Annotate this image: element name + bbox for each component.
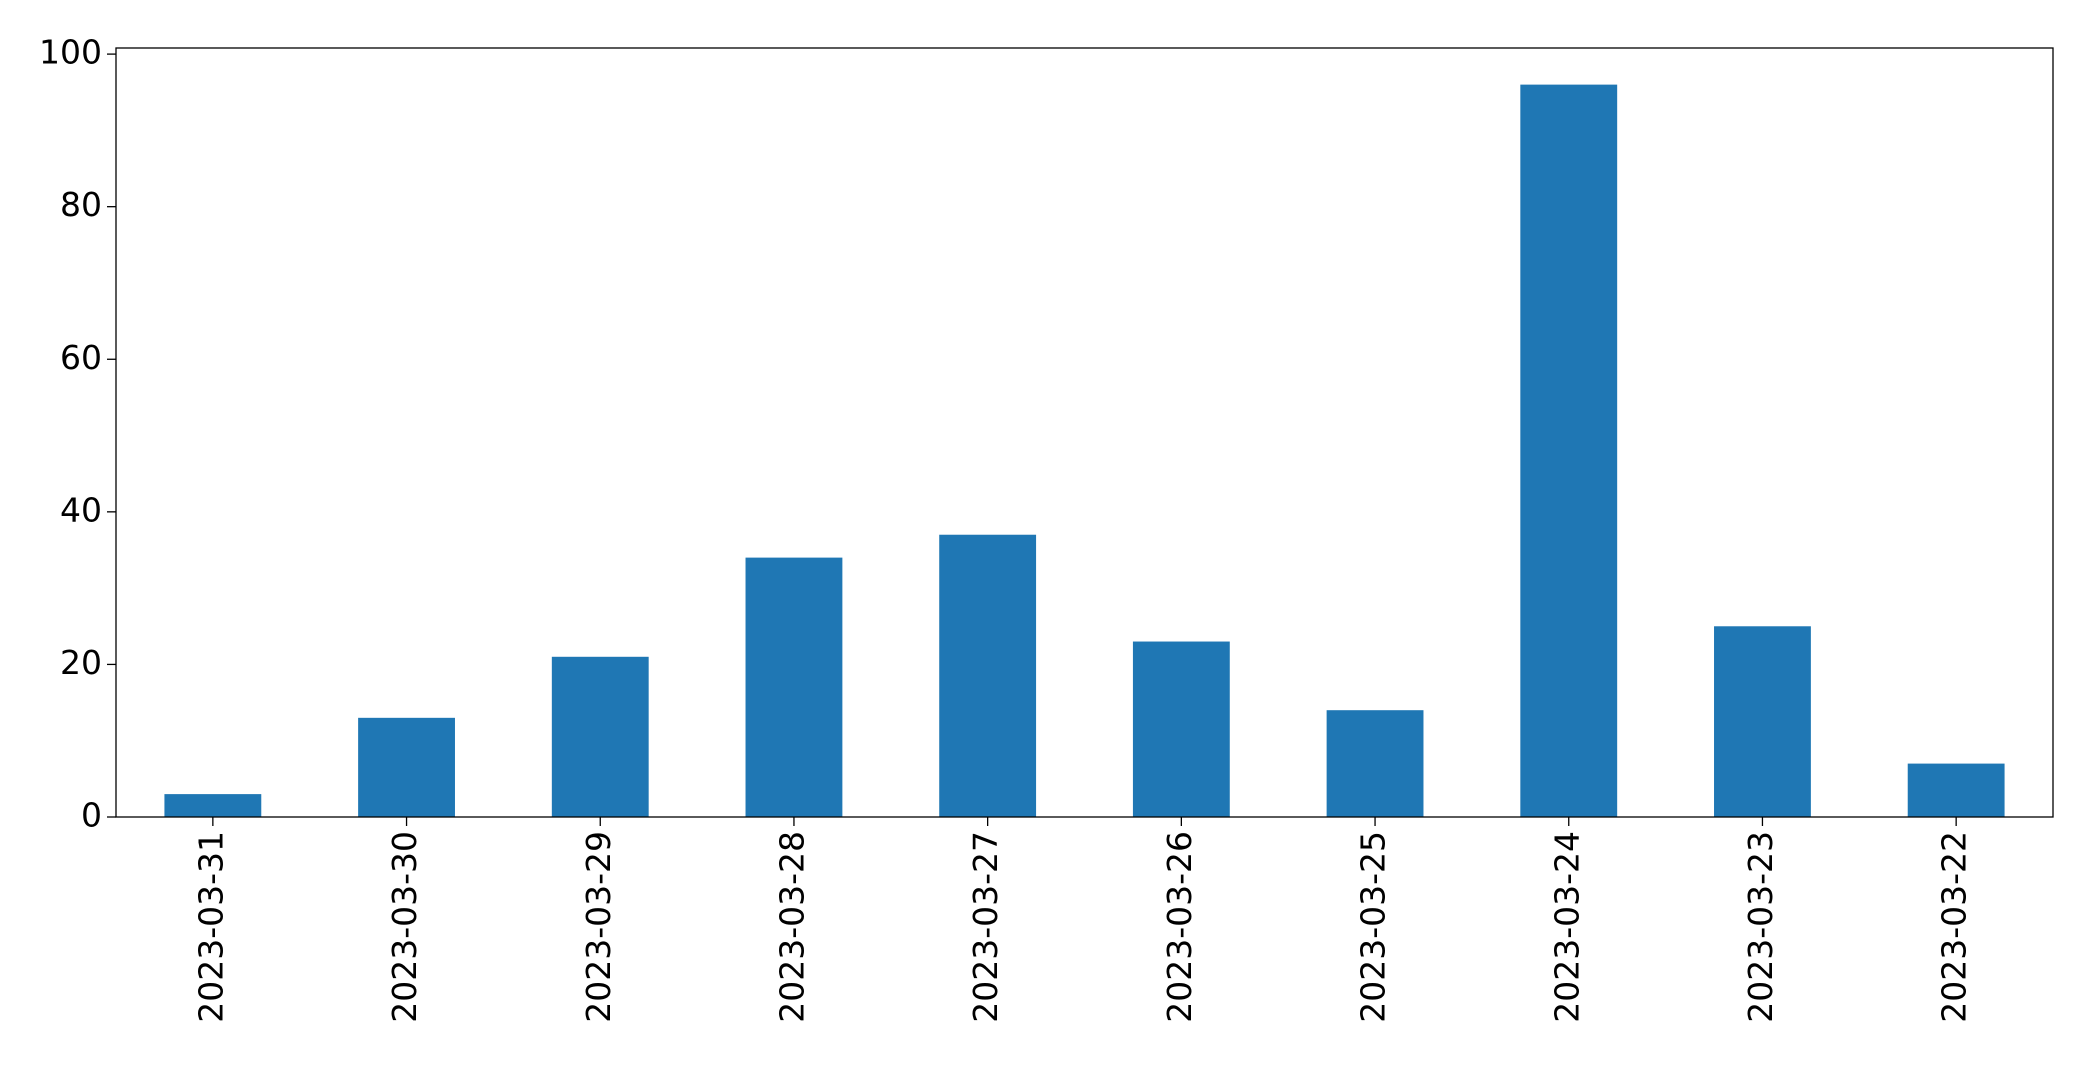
x-tick-label: 2023-03-28 <box>772 831 811 1023</box>
bar <box>1520 84 1618 818</box>
bar <box>1132 641 1230 817</box>
x-tick-label: 2023-03-22 <box>1935 831 1974 1023</box>
plot-frame <box>115 47 2054 818</box>
x-tick-label: 2023-03-27 <box>966 831 1005 1023</box>
x-tick-label: 2023-03-30 <box>385 831 424 1023</box>
y-tick-label: 0 <box>81 796 102 835</box>
x-tick-label: 2023-03-29 <box>579 831 618 1023</box>
bar <box>1326 710 1424 817</box>
y-tick-label: 20 <box>60 643 102 682</box>
bar <box>745 557 843 817</box>
x-tick-label: 2023-03-24 <box>1547 831 1586 1023</box>
x-tick-label: 2023-03-23 <box>1741 831 1780 1023</box>
y-tick-label: 100 <box>39 33 102 72</box>
x-tick-label: 2023-03-26 <box>1160 831 1199 1023</box>
y-tick-label: 60 <box>60 338 102 377</box>
bar <box>1714 626 1811 817</box>
bar <box>164 794 262 817</box>
x-tick-label: 2023-03-31 <box>191 831 230 1023</box>
bar <box>939 534 1037 817</box>
y-tick-label: 80 <box>60 185 102 224</box>
bar <box>551 656 649 817</box>
y-tick-label: 40 <box>60 490 102 529</box>
bar <box>1907 763 2005 817</box>
x-tick-label: 2023-03-25 <box>1354 831 1393 1023</box>
bar <box>358 717 455 817</box>
